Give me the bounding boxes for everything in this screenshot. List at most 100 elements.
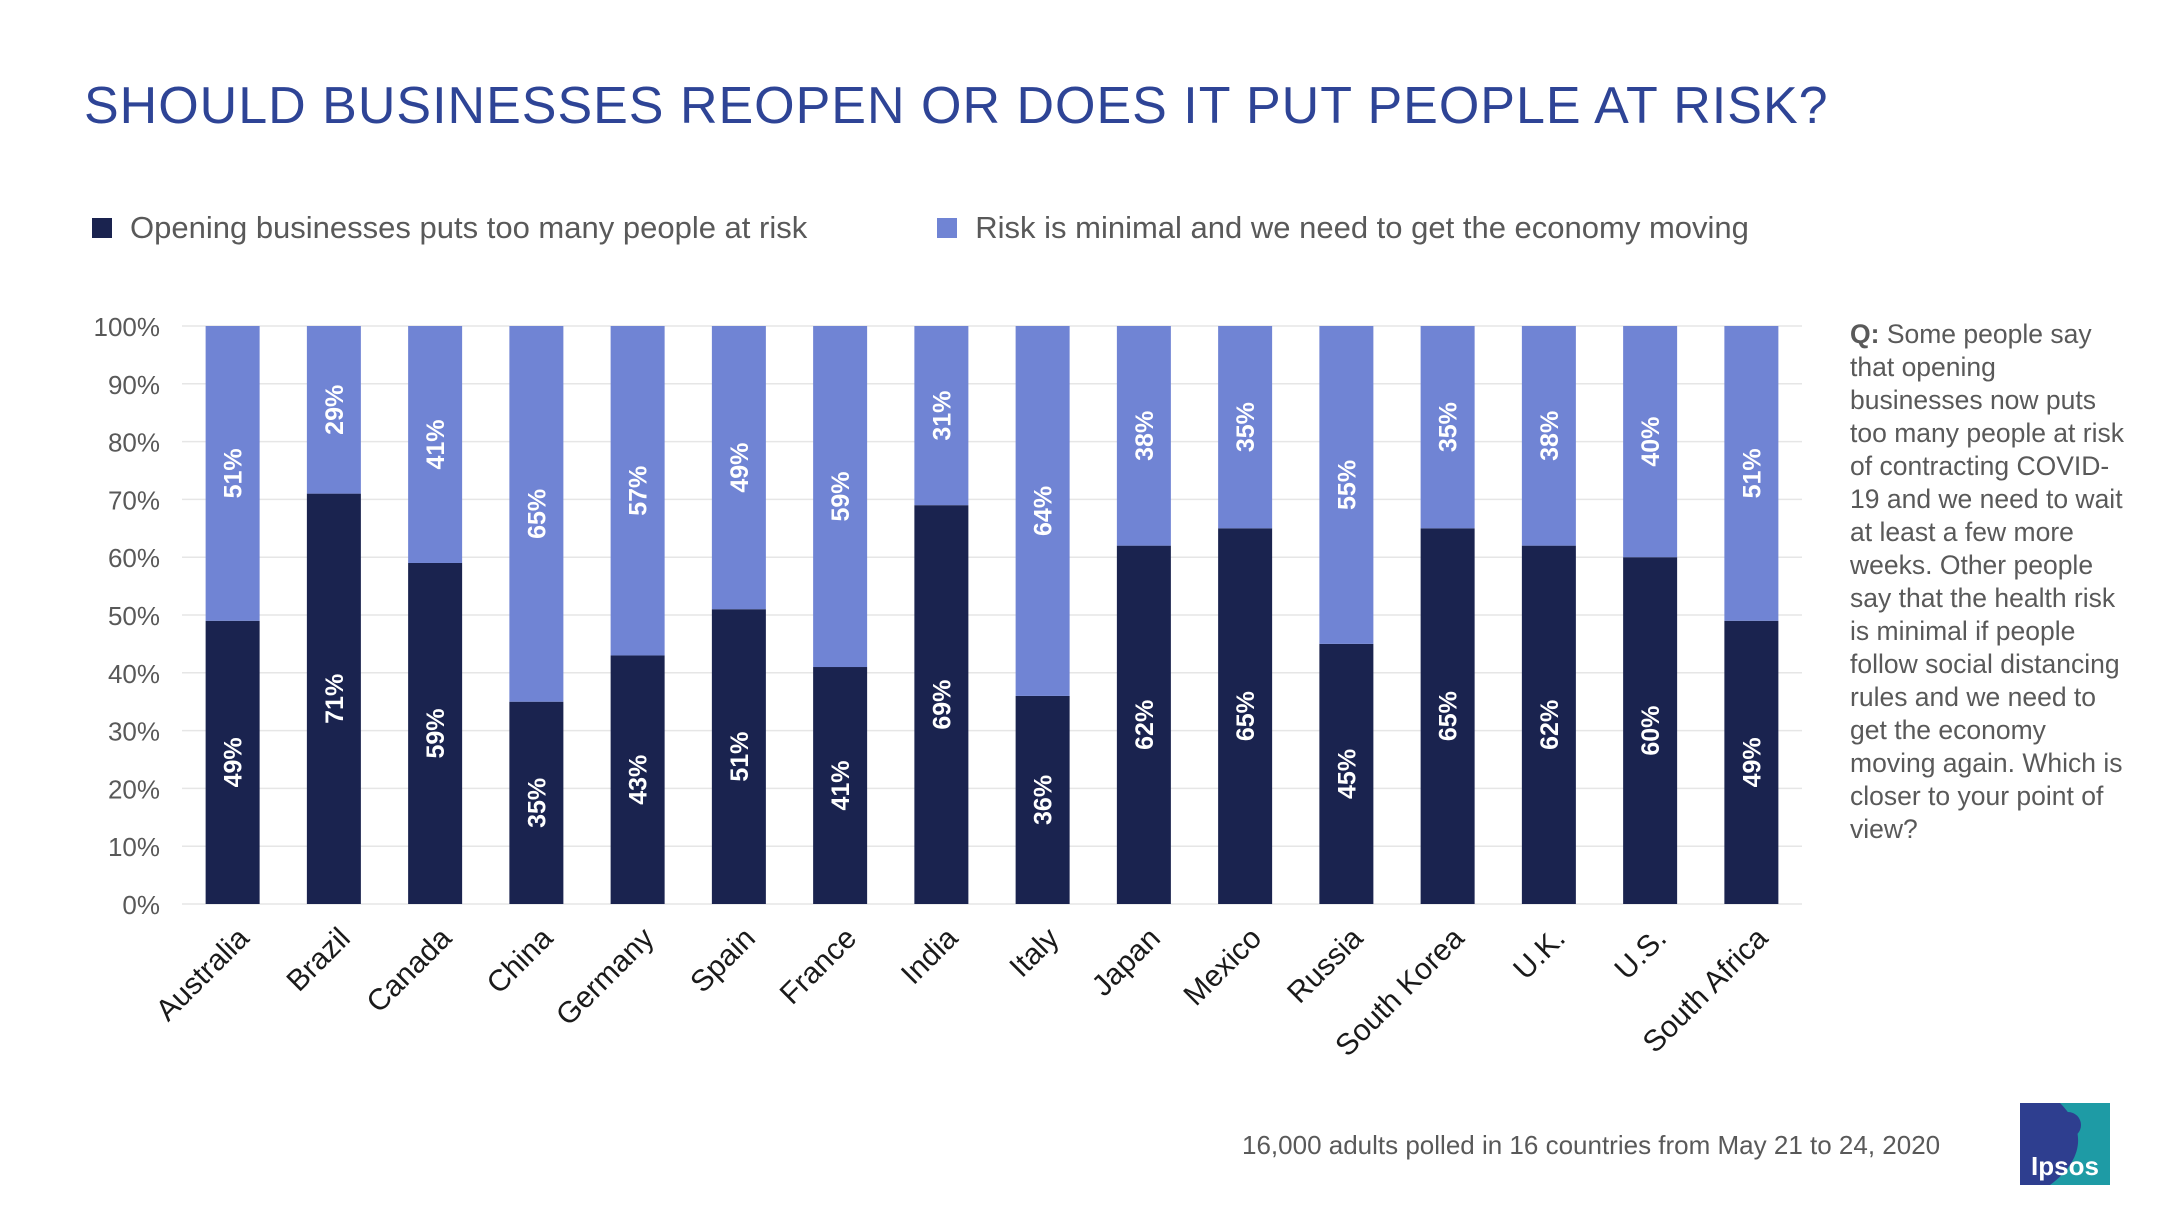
bar-segment-risk: [1521, 545, 1576, 904]
bar-segment-economy: [1724, 326, 1779, 621]
bar-segment-risk: [1724, 620, 1779, 904]
bar-segment-economy: [509, 326, 564, 702]
bar-segment-economy: [1218, 326, 1273, 529]
data-label-economy: 40%: [1637, 417, 1665, 467]
legend-swatch-risk: [92, 218, 112, 238]
footnote: 16,000 adults polled in 16 countries fro…: [1242, 1130, 1941, 1160]
bar-segment-economy: [813, 326, 868, 668]
bar-segment-economy: [1623, 326, 1678, 558]
data-label-economy: 55%: [1333, 460, 1361, 510]
y-tick-label: 100%: [94, 312, 161, 342]
bar-segment-economy: [1521, 326, 1576, 546]
data-label-economy: 65%: [523, 489, 551, 539]
x-tick-label: Japan: [1086, 922, 1167, 1003]
data-label-risk: 49%: [1738, 737, 1766, 787]
y-tick-label: 0%: [122, 890, 160, 920]
data-label-economy: 51%: [1738, 448, 1766, 498]
bar-segment-risk: [509, 701, 564, 904]
x-tick-label: Australia: [150, 921, 256, 1027]
data-label-risk: 41%: [827, 760, 855, 810]
y-tick-label: 50%: [108, 601, 160, 631]
data-label-risk: 71%: [321, 674, 349, 724]
bar-segment-risk: [205, 620, 260, 904]
bar-segment-risk: [1319, 643, 1374, 904]
bar-segment-risk: [711, 609, 766, 904]
data-label-economy: 35%: [1435, 402, 1463, 452]
y-tick-label: 80%: [108, 428, 160, 458]
note-q-label: Q:: [1850, 319, 1880, 349]
data-label-risk: 36%: [1030, 775, 1058, 825]
y-tick-label: 10%: [108, 832, 160, 862]
y-tick-label: 20%: [108, 774, 160, 804]
data-label-economy: 31%: [928, 391, 956, 441]
data-label-economy: 49%: [726, 443, 754, 493]
x-tick-label: Russia: [1281, 921, 1369, 1009]
bar-segment-economy: [205, 326, 260, 621]
data-label-economy: 38%: [1131, 411, 1159, 461]
x-tick-label: Canada: [360, 921, 458, 1019]
ipsos-logo: Ipsos: [2020, 1103, 2110, 1185]
x-tick-label: India: [895, 921, 965, 991]
bar-segment-economy: [711, 326, 766, 610]
data-label-risk: 51%: [726, 732, 754, 782]
bar-segment-economy: [1116, 326, 1171, 546]
legend-item-risk: Opening businesses puts too many people …: [92, 210, 807, 246]
x-tick-label: France: [774, 922, 863, 1011]
bar-segment-risk: [914, 505, 969, 904]
legend-label-economy: Risk is minimal and we need to get the e…: [975, 210, 1749, 245]
chart-legend: Opening businesses puts too many people …: [92, 210, 1879, 246]
bar-segment-economy: [1319, 326, 1374, 644]
bar-segment-risk: [1420, 528, 1475, 904]
logo-text: Ipsos: [2031, 1151, 2099, 1181]
y-tick-label: 60%: [108, 543, 160, 573]
data-label-risk: 65%: [1435, 691, 1463, 741]
x-tick-label: Germany: [550, 922, 661, 1033]
y-tick-label: 90%: [108, 370, 160, 400]
note-text: Some people say that opening businesses …: [1850, 319, 2124, 844]
bar-segment-risk: [1116, 545, 1171, 904]
legend-item-economy: Risk is minimal and we need to get the e…: [937, 210, 1749, 246]
bar-segment-economy: [306, 326, 361, 494]
bar-segment-economy: [610, 326, 665, 656]
data-label-risk: 62%: [1536, 700, 1564, 750]
x-tick-label: U.S.: [1608, 922, 1673, 987]
data-label-economy: 35%: [1232, 402, 1260, 452]
x-tick-label: U.K.: [1507, 922, 1572, 987]
logo-head: [2055, 1112, 2081, 1138]
bar-segment-risk: [408, 562, 463, 904]
x-tick-label: Brazil: [280, 922, 356, 998]
bar-segment-risk: [1218, 528, 1273, 904]
y-tick-label: 70%: [108, 485, 160, 515]
bar-segment-risk: [610, 655, 665, 904]
data-label-risk: 35%: [523, 778, 551, 828]
bar-segment-economy: [1015, 326, 1070, 696]
data-label-risk: 49%: [220, 737, 248, 787]
data-label-economy: 38%: [1536, 411, 1564, 461]
page-title: SHOULD BUSINESSES REOPEN OR DOES IT PUT …: [84, 77, 1829, 135]
x-tick-label: Mexico: [1178, 922, 1269, 1013]
x-tick-label: China: [481, 921, 560, 1000]
survey-question-note: Q: Some people say that opening business…: [1850, 318, 2126, 846]
data-label-economy: 64%: [1030, 486, 1058, 536]
bar-segment-risk: [306, 493, 361, 904]
data-label-risk: 45%: [1333, 749, 1361, 799]
bar-segment-risk: [1623, 557, 1678, 904]
logo-stem: [2064, 1129, 2072, 1151]
y-tick-label: 30%: [108, 717, 160, 747]
bar-segment-economy: [408, 326, 463, 563]
data-label-economy: 41%: [422, 419, 450, 469]
data-label-risk: 60%: [1637, 706, 1665, 756]
data-label-risk: 43%: [625, 755, 653, 805]
logo-swoosh: [2050, 1103, 2110, 1185]
legend-label-risk: Opening businesses puts too many people …: [130, 210, 808, 245]
legend-swatch-economy: [937, 218, 958, 238]
bar-segment-economy: [1420, 326, 1475, 529]
bar-segment-risk: [813, 667, 868, 904]
data-label-economy: 57%: [625, 466, 653, 516]
bar-segment-economy: [914, 326, 969, 506]
x-tick-label: Italy: [1003, 922, 1065, 984]
data-label-risk: 65%: [1232, 691, 1260, 741]
data-label-economy: 59%: [827, 471, 855, 521]
data-label-risk: 69%: [928, 680, 956, 730]
